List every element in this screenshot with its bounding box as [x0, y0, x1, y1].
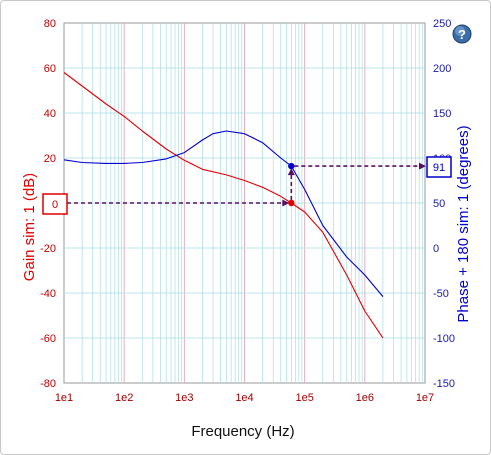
- y-right-tick-label: -150: [433, 378, 455, 390]
- gain-readout-value: 0: [52, 199, 58, 211]
- phase-cursor-arrow: [419, 162, 426, 170]
- y-right-tick-label: 250: [433, 18, 451, 30]
- y-left-tick-label: -60: [40, 333, 56, 345]
- cursor-layer: [67, 162, 426, 207]
- y-left-tick-label: 80: [44, 18, 56, 30]
- y-right-tick-label: -50: [433, 288, 449, 300]
- help-button[interactable]: ?: [452, 24, 472, 44]
- phase-series-line: [63, 130, 384, 297]
- series-layer: [63, 72, 384, 339]
- y-left-tick-label: 60: [44, 63, 56, 75]
- y-right-tick-label: -100: [433, 333, 455, 345]
- x-axis-title: Frequency (Hz): [191, 423, 294, 440]
- phase-marker: [288, 162, 295, 170]
- x-tick-label: 1e3: [175, 392, 193, 404]
- x-axis-ticks: 1e1 1e2 1e3 1e4 1e5 1e6 1e7: [55, 392, 434, 404]
- right-axis-ticks: 250200150100500-50-100-150: [433, 18, 455, 390]
- x-tick-label: 1e7: [416, 392, 434, 404]
- y-right-tick-label: 50: [433, 198, 445, 210]
- gain-series-line: [63, 72, 384, 339]
- gain-marker: [288, 199, 295, 207]
- help-symbol: ?: [458, 27, 466, 42]
- y-right-tick-label: 150: [433, 108, 451, 120]
- gain-readout-box: 0: [42, 193, 68, 215]
- y-left-tick-label: -80: [40, 378, 56, 390]
- cursor-vertical-arrow: [287, 168, 295, 176]
- y-left-axis-title: Gain sim: 1 (dB): [21, 173, 38, 281]
- x-tick-label: 1e6: [356, 392, 374, 404]
- y-right-axis-title: Phase + 180 sim: 1 (degrees): [455, 125, 472, 322]
- x-tick-label: 1e1: [55, 392, 73, 404]
- y-left-tick-label: -20: [40, 243, 56, 255]
- phase-readout-box: 91: [426, 156, 452, 178]
- y-left-tick-label: -40: [40, 288, 56, 300]
- phase-readout-value: 91: [433, 162, 445, 174]
- y-left-tick-label: 40: [44, 108, 56, 120]
- y-right-tick-label: 0: [433, 243, 439, 255]
- x-tick-label: 1e5: [295, 392, 313, 404]
- y-right-tick-label: 200: [433, 63, 451, 75]
- x-tick-label: 1e4: [235, 392, 253, 404]
- y-left-tick-label: 20: [44, 153, 56, 165]
- x-tick-label: 1e2: [115, 392, 133, 404]
- grid-lines: [64, 23, 425, 383]
- gain-cursor-arrow: [282, 199, 290, 207]
